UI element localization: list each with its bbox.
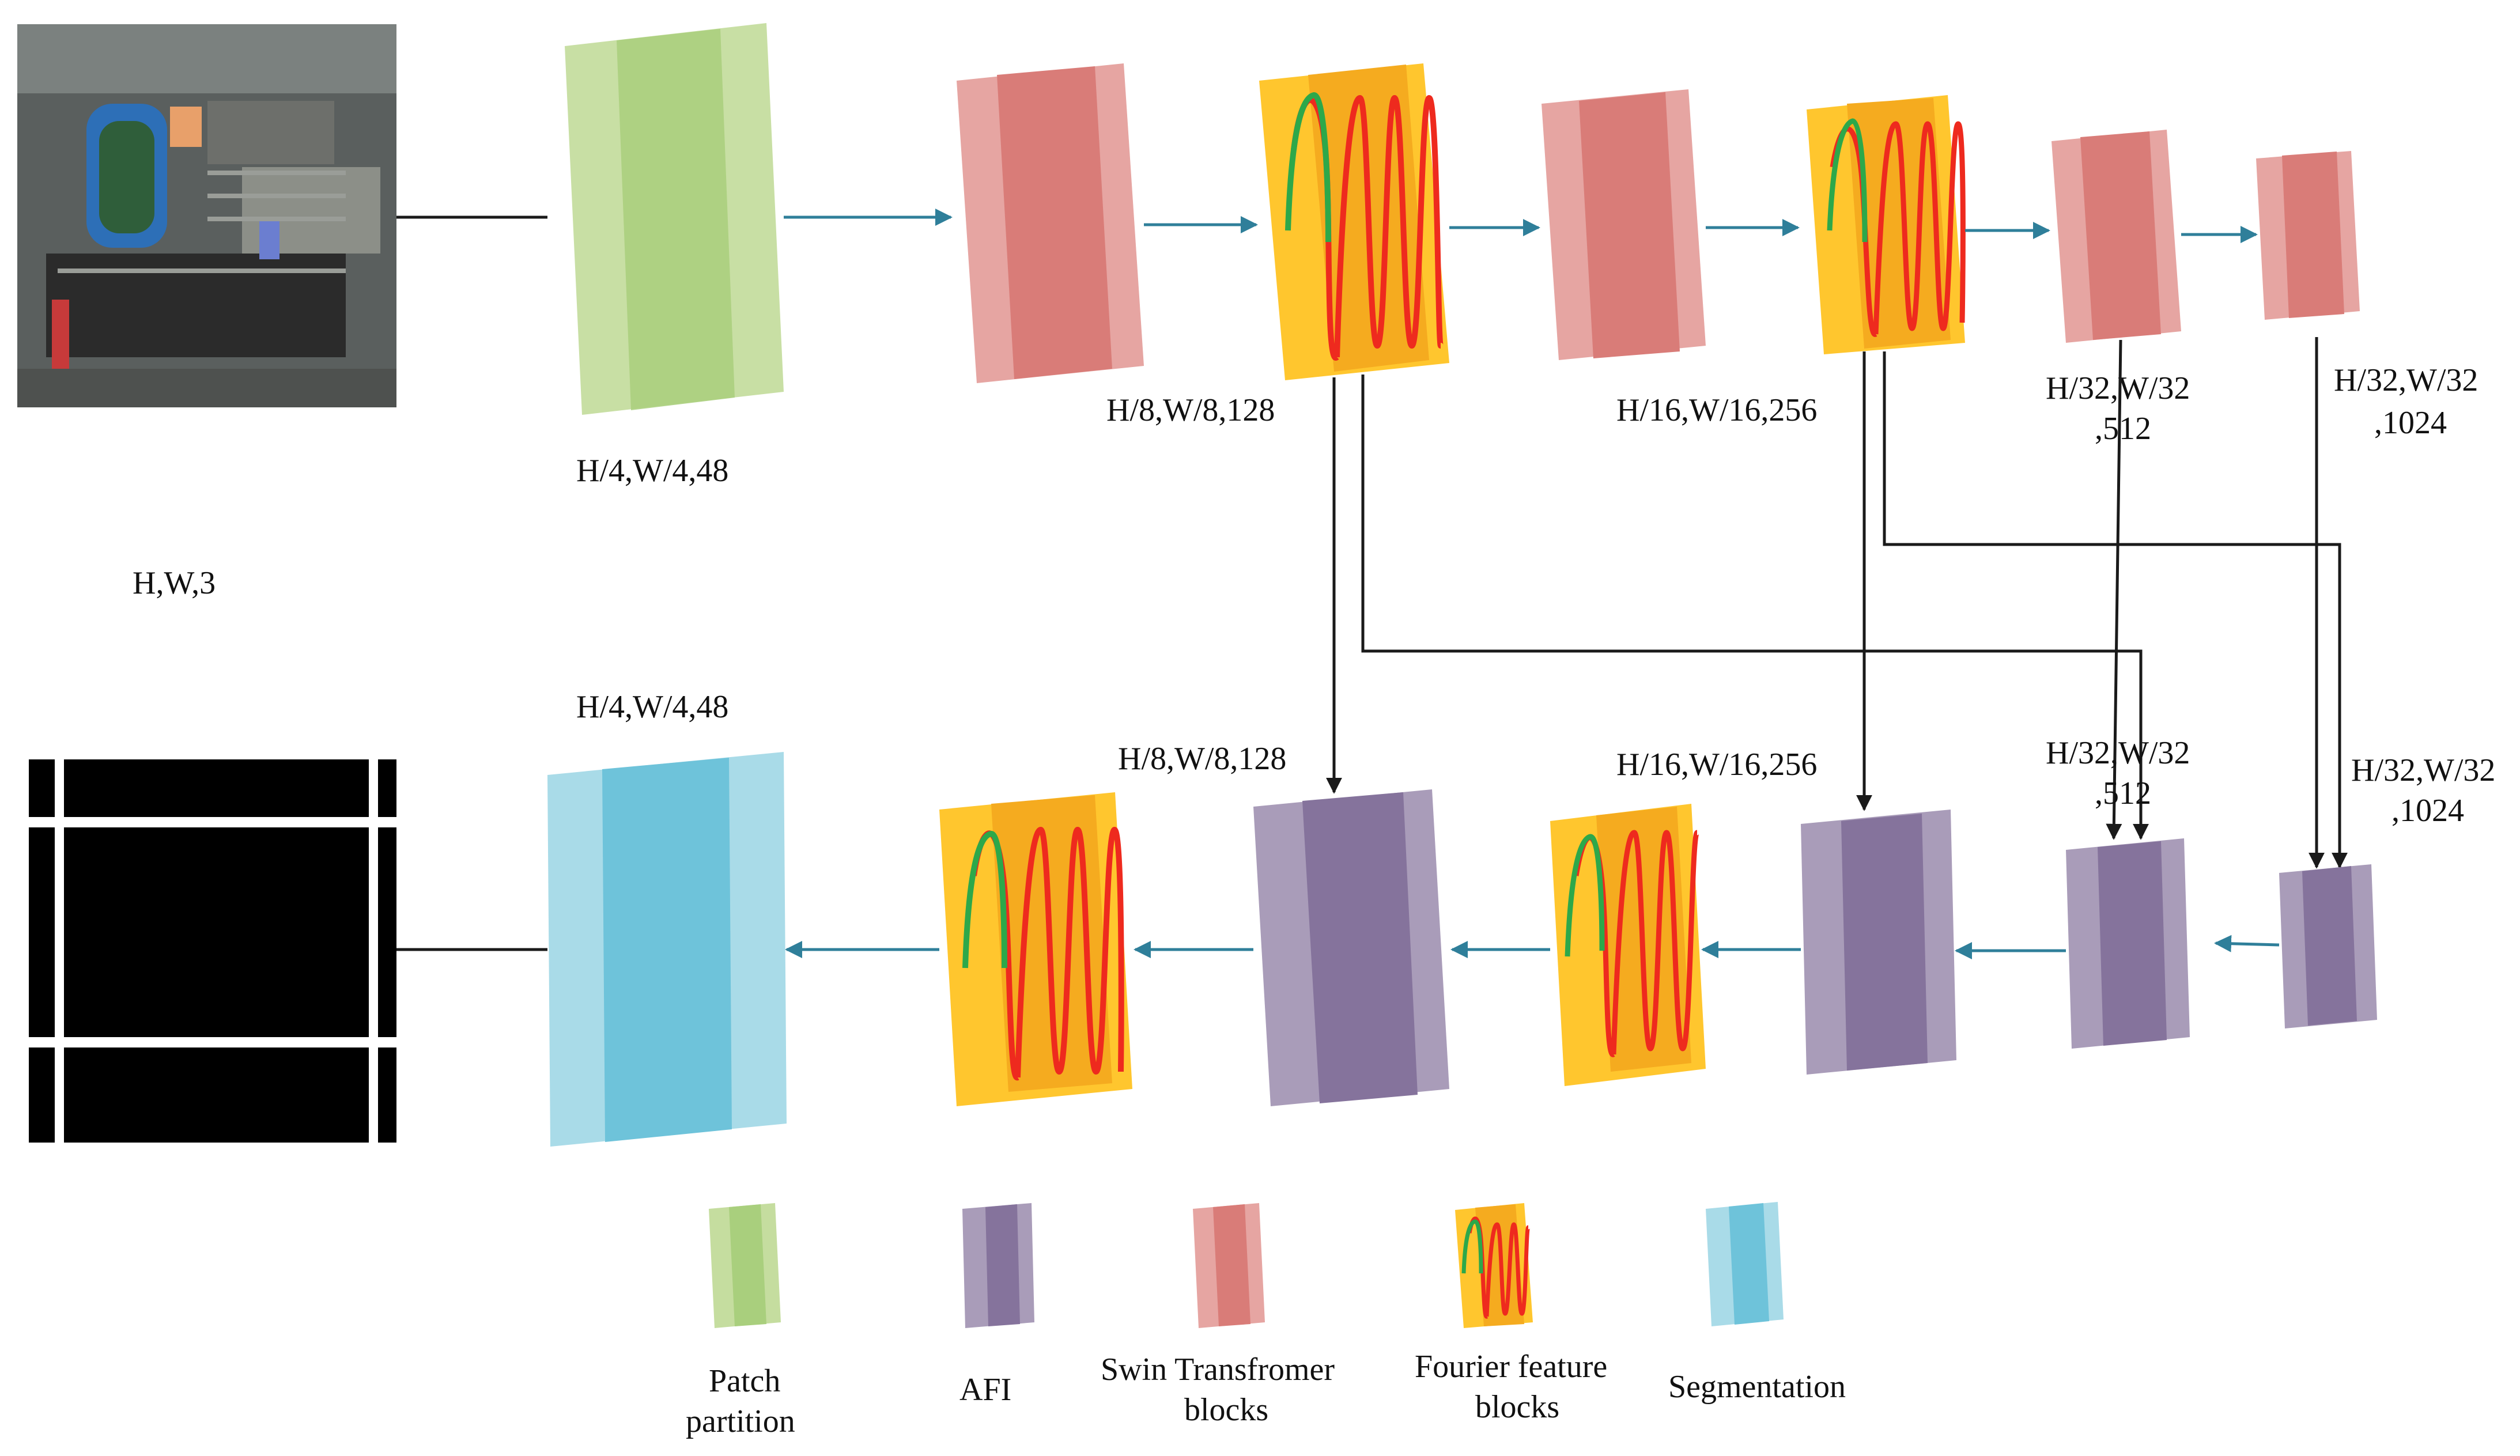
segmentation-block <box>547 752 787 1147</box>
patch-partition-block <box>565 23 784 415</box>
fourier-block-3 <box>1550 804 1706 1086</box>
legend-patch-label-line2: partition <box>686 1404 795 1439</box>
afi-block-2 <box>1801 810 1956 1075</box>
fourier-block-1 <box>1259 63 1449 380</box>
fourier-block-2 <box>1807 95 1966 354</box>
encoder-patch-label: H/4,W/4,48 <box>576 453 728 489</box>
afi-block-3 <box>2066 838 2190 1049</box>
legend: Patch partition AFI Swin Transfromer blo… <box>686 1202 1846 1439</box>
legend-swin-label-line1: Swin Transfromer <box>1101 1352 1335 1387</box>
legend-afi-swatch <box>962 1203 1034 1328</box>
swin-block-3 <box>2051 130 2181 343</box>
afi-block-4 <box>2279 864 2377 1028</box>
encoder-stage4-label-line1: H/32,W/32 <box>2334 362 2478 398</box>
legend-afi-label: AFI <box>959 1372 1011 1408</box>
legend-fourier-label-line1: Fourier feature <box>1415 1349 1607 1385</box>
arrow-afi4-to-afi3 <box>2214 935 2280 952</box>
legend-fourier-swatch <box>1455 1203 1533 1328</box>
encoder-stage2-label: H/16,W/16,256 <box>1616 392 1817 428</box>
input-size-label: H,W,3 <box>133 565 216 601</box>
skip-connections <box>1326 337 2348 869</box>
decoder-stage4-label-line1: H/32,W/32 <box>2351 752 2495 788</box>
decoder-stage3-label-line2: ,512 <box>2095 776 2151 811</box>
legend-seg-label: Segmentation <box>1668 1369 1846 1405</box>
decoder-stage1-label: H/8,W/8,128 <box>1118 741 1286 777</box>
legend-patch-label-line1: Patch <box>709 1363 780 1399</box>
swin-block-1 <box>957 63 1144 383</box>
swin-block-4 <box>2256 151 2360 320</box>
decoder-stage4-label-line2: ,1024 <box>2391 793 2464 829</box>
legend-swin-swatch <box>1193 1203 1265 1328</box>
decoder-stage2-label: H/16,W/16,256 <box>1616 747 1817 782</box>
legend-swin-label-line2: blocks <box>1184 1392 1268 1428</box>
swin-block-2 <box>1542 89 1706 360</box>
afi-block-1 <box>1253 789 1449 1106</box>
encoder-stage3-label-line1: H/32,W/32 <box>2046 370 2190 406</box>
encoder-stage4-label-line2: ,1024 <box>2374 405 2447 441</box>
decoder-stage3-label-line1: H/32,W/32 <box>2046 735 2190 771</box>
encoder-stage1-label: H/8,W/8,128 <box>1106 392 1275 428</box>
legend-patch-swatch <box>709 1203 781 1328</box>
legend-fourier-label-line2: blocks <box>1475 1389 1559 1425</box>
input-satellite-image <box>17 24 396 407</box>
fourier-block-4 <box>939 792 1132 1106</box>
encoder-stage3-label-line2: ,512 <box>2095 411 2151 447</box>
decoder-seg-label: H/4,W/4,48 <box>576 689 728 725</box>
legend-seg-swatch <box>1706 1202 1784 1326</box>
output-segmentation-mask <box>17 759 396 1143</box>
